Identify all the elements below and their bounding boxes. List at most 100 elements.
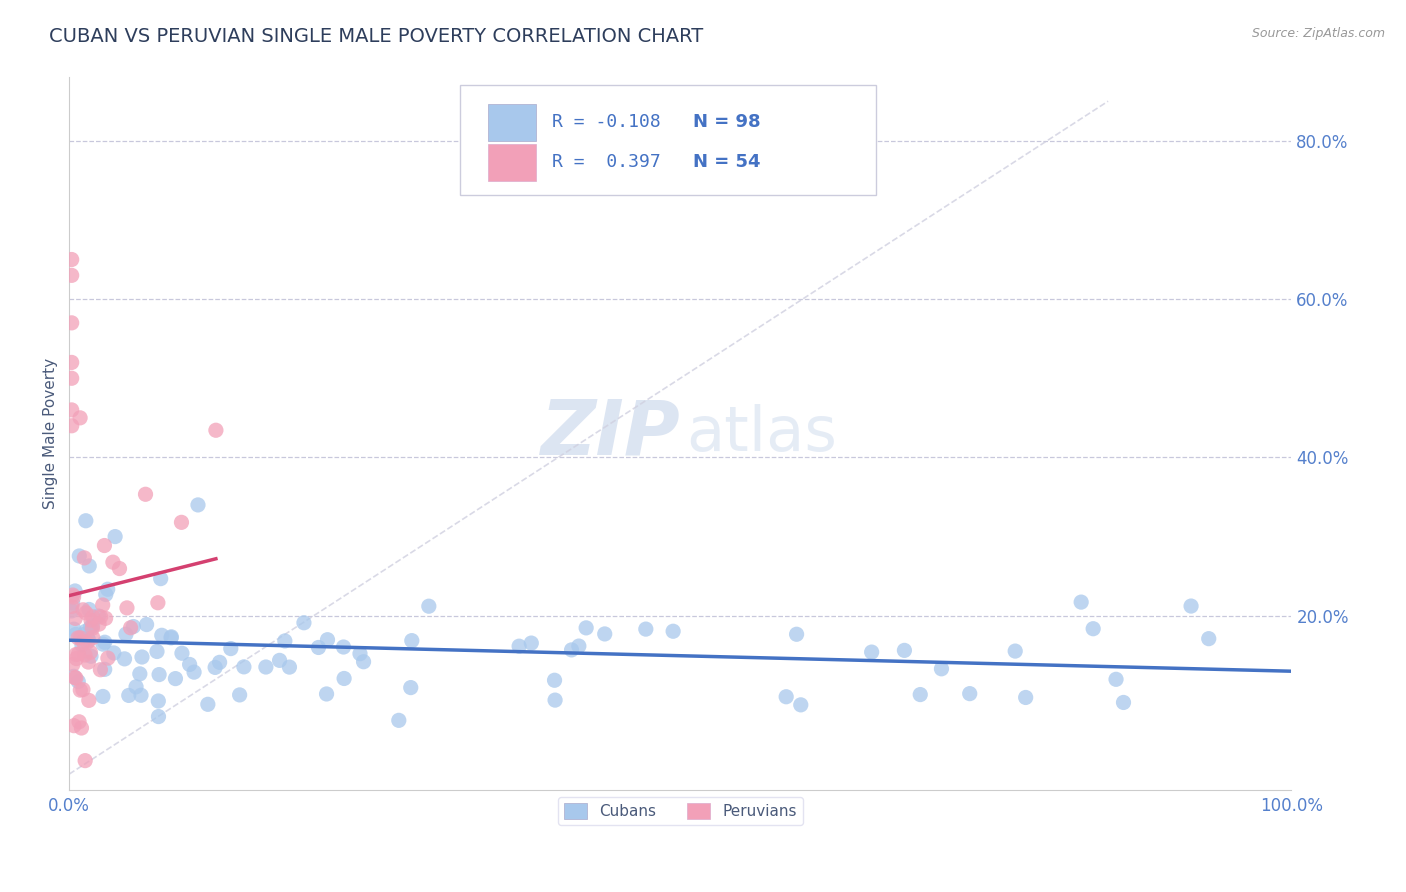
Point bbox=[118, 689, 141, 703]
Point bbox=[60, 371, 83, 385]
Point bbox=[69, 631, 91, 645]
Point bbox=[80, 613, 103, 627]
Point bbox=[1180, 599, 1202, 613]
Point bbox=[170, 516, 193, 530]
Point bbox=[65, 611, 87, 625]
Point bbox=[910, 688, 932, 702]
Point bbox=[63, 584, 86, 599]
Point bbox=[93, 662, 115, 676]
Point bbox=[76, 635, 98, 649]
Text: CUBAN VS PERUVIAN SINGLE MALE POVERTY CORRELATION CHART: CUBAN VS PERUVIAN SINGLE MALE POVERTY CO… bbox=[49, 27, 703, 45]
Point bbox=[232, 660, 254, 674]
Point bbox=[205, 423, 228, 437]
Point bbox=[568, 639, 591, 653]
Point bbox=[65, 651, 87, 665]
Point bbox=[63, 671, 86, 685]
Point bbox=[60, 355, 83, 369]
Point bbox=[90, 610, 112, 624]
Point bbox=[146, 596, 169, 610]
Point bbox=[87, 617, 110, 632]
Point bbox=[308, 640, 330, 655]
Point bbox=[114, 652, 136, 666]
Point bbox=[93, 539, 115, 553]
Point bbox=[69, 683, 91, 698]
Point bbox=[1105, 673, 1128, 687]
Point bbox=[67, 549, 90, 563]
Point bbox=[401, 633, 423, 648]
Point bbox=[103, 646, 125, 660]
Point bbox=[91, 637, 114, 651]
Point bbox=[115, 600, 138, 615]
Point bbox=[543, 673, 565, 688]
Point bbox=[418, 599, 440, 614]
Point bbox=[129, 688, 152, 702]
Text: N = 54: N = 54 bbox=[693, 153, 761, 171]
Point bbox=[67, 647, 90, 661]
Point bbox=[77, 602, 100, 616]
Point bbox=[60, 599, 83, 614]
Point bbox=[69, 410, 91, 425]
Point bbox=[219, 641, 242, 656]
Point bbox=[1004, 644, 1026, 658]
Point bbox=[62, 588, 84, 602]
FancyBboxPatch shape bbox=[488, 144, 536, 181]
Point bbox=[82, 610, 104, 624]
Point bbox=[634, 622, 657, 636]
Point bbox=[60, 403, 83, 417]
Point bbox=[575, 621, 598, 635]
Point bbox=[1198, 632, 1220, 646]
Point bbox=[70, 721, 93, 735]
Point bbox=[67, 674, 90, 689]
Point bbox=[125, 680, 148, 694]
Point bbox=[544, 693, 567, 707]
Point bbox=[82, 631, 104, 645]
Point bbox=[72, 682, 94, 697]
Point bbox=[662, 624, 685, 639]
Point bbox=[94, 587, 117, 601]
Point bbox=[91, 598, 114, 612]
Point bbox=[931, 662, 953, 676]
Point bbox=[89, 663, 111, 677]
Point bbox=[316, 632, 339, 647]
Point bbox=[76, 631, 98, 645]
Point bbox=[66, 631, 89, 645]
Point bbox=[508, 639, 530, 653]
Point bbox=[228, 688, 250, 702]
Point bbox=[77, 558, 100, 573]
Point bbox=[520, 636, 543, 650]
Point bbox=[73, 550, 96, 565]
Point bbox=[146, 644, 169, 658]
Text: R = -0.108: R = -0.108 bbox=[553, 113, 661, 131]
Point bbox=[775, 690, 797, 704]
Point bbox=[62, 669, 84, 683]
Point bbox=[62, 657, 84, 672]
Point bbox=[135, 617, 157, 632]
Point bbox=[1112, 696, 1135, 710]
Point bbox=[60, 604, 83, 618]
Point bbox=[62, 590, 84, 604]
Point bbox=[148, 709, 170, 723]
Point bbox=[353, 655, 375, 669]
Point bbox=[197, 698, 219, 712]
Point bbox=[349, 647, 371, 661]
Point bbox=[786, 627, 808, 641]
Point bbox=[82, 621, 104, 635]
Point bbox=[893, 643, 915, 657]
Point bbox=[65, 648, 87, 662]
Point bbox=[67, 714, 90, 729]
Point bbox=[79, 645, 101, 659]
Point bbox=[75, 754, 97, 768]
Point bbox=[860, 645, 883, 659]
Point bbox=[72, 603, 94, 617]
Point bbox=[204, 660, 226, 674]
Point bbox=[60, 316, 83, 330]
Point bbox=[115, 627, 138, 641]
Point bbox=[160, 631, 183, 645]
Point bbox=[170, 646, 193, 660]
Point bbox=[593, 627, 616, 641]
Point bbox=[149, 572, 172, 586]
Point bbox=[388, 714, 411, 728]
Point bbox=[1083, 622, 1105, 636]
Point bbox=[179, 657, 201, 672]
Point bbox=[187, 498, 209, 512]
